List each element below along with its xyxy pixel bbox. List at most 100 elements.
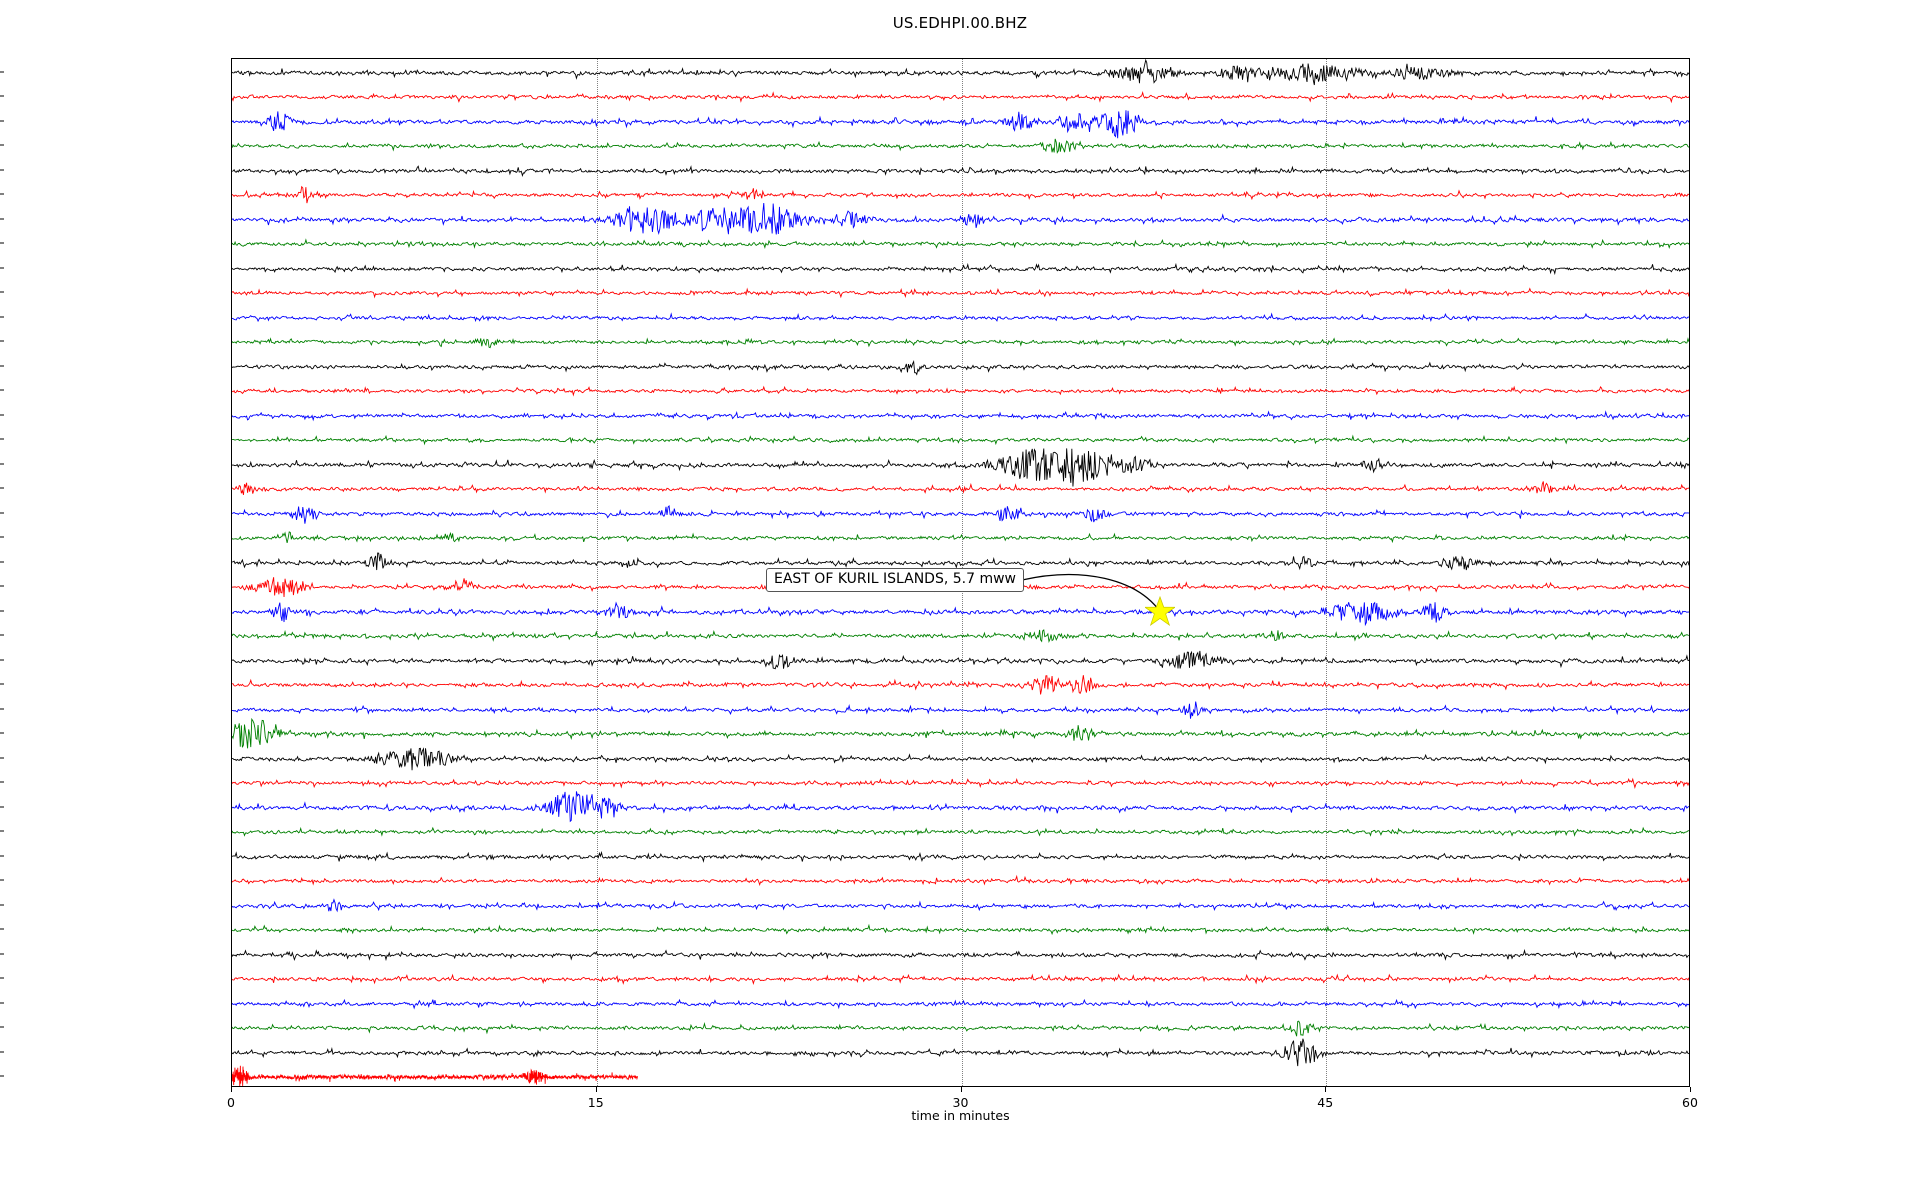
y-axis-tick-row-1 (0, 95, 4, 97)
waveform-trace-row-33 (232, 858, 1689, 904)
y-axis-tick-row-22 (0, 610, 4, 612)
y-axis-tick-row-9 (0, 291, 4, 293)
y-axis-tick-row-13 (0, 389, 4, 391)
x-axis-label-45: 45 (1317, 1095, 1334, 1110)
y-axis-tick-row-2 (0, 120, 4, 122)
y-axis-tick-row-0 (0, 71, 4, 73)
waveform-trace-row-7 (232, 221, 1689, 267)
waveform-trace-row-41 (232, 1054, 1689, 1087)
gridline-45 (1326, 59, 1328, 1086)
y-axis-tick-row-38 (0, 1002, 4, 1004)
waveform-trace-row-28 (232, 736, 1689, 782)
waveform-trace-row-5 (232, 172, 1689, 218)
y-axis-tick-row-30 (0, 806, 4, 808)
waveform-trace-row-16 (232, 442, 1689, 488)
y-axis-tick-row-6 (0, 218, 4, 220)
waveform-trace-row-18 (232, 491, 1689, 537)
x-axis-label-15: 15 (587, 1095, 604, 1110)
y-axis-tick-row-5 (0, 193, 4, 195)
waveform-trace-row-15 (232, 417, 1689, 463)
y-axis-tick-row-26 (0, 708, 4, 710)
waveform-trace-row-13 (232, 368, 1689, 414)
y-axis-tick-row-20 (0, 561, 4, 563)
earthquake-star-icon (1144, 595, 1175, 626)
x-axis-tick-45 (1325, 1087, 1327, 1092)
waveform-trace-row-25 (232, 662, 1689, 708)
waveform-trace-row-26 (232, 687, 1689, 733)
waveform-trace-row-2 (232, 99, 1689, 145)
x-axis: 0 15 30 45 60 (0, 1087, 1920, 1147)
waveform-trace-row-36 (232, 932, 1689, 978)
y-axis-tick-row-17 (0, 487, 4, 489)
waveform-trace-row-4 (232, 148, 1689, 194)
waveform-trace-row-9 (232, 270, 1689, 316)
y-axis-tick-row-34 (0, 904, 4, 906)
x-axis-tick-0 (231, 1087, 232, 1092)
page-title: US.EDHPI.00.BHZ (892, 14, 1028, 32)
y-axis-tick-row-36 (0, 953, 4, 955)
y-axis-tick-row-15 (0, 438, 4, 440)
waveform-trace-row-30 (232, 785, 1689, 831)
x-axis-title: time in minutes (911, 1108, 1010, 1123)
waveform-trace-row-23 (232, 613, 1689, 659)
y-axis-tick-row-7 (0, 242, 4, 244)
waveform-trace-row-32 (232, 834, 1689, 880)
waveform-trace-row-12 (232, 344, 1689, 390)
x-axis-tick-15 (595, 1087, 597, 1092)
y-axis-tick-row-4 (0, 169, 4, 171)
x-axis-tick-60 (1690, 1087, 1691, 1092)
waveform-trace-row-10 (232, 295, 1689, 341)
waveform-trace-row-17 (232, 466, 1689, 512)
waveform-trace-row-39 (232, 1005, 1689, 1051)
waveform-trace-row-6 (232, 197, 1689, 243)
y-axis-tick-row-35 (0, 928, 4, 930)
waveform-trace-row-20 (232, 540, 1689, 586)
waveform-trace-row-37 (232, 956, 1689, 1002)
y-axis-tick-row-32 (0, 855, 4, 857)
x-axis-label-0: 0 (227, 1095, 235, 1110)
x-axis-label-30: 30 (952, 1095, 969, 1110)
waveform-trace-row-31 (232, 809, 1689, 855)
x-axis-tick-30 (960, 1087, 962, 1092)
x-axis-label-60: 60 (1682, 1095, 1698, 1110)
y-axis-tick-row-41 (0, 1075, 4, 1077)
waveform-trace-row-40 (232, 1030, 1689, 1076)
y-axis-tick-row-16 (0, 463, 4, 465)
waveform-trace-row-34 (232, 883, 1689, 929)
waveform-trace-row-22 (232, 589, 1689, 635)
y-axis-tick-row-37 (0, 977, 4, 979)
y-axis-tick-row-19 (0, 536, 4, 538)
y-axis-tick-row-31 (0, 830, 4, 832)
y-axis-tick-row-24 (0, 659, 4, 661)
gridline-15 (596, 59, 598, 1086)
y-axis-tick-row-29 (0, 781, 4, 783)
y-axis-tick-row-25 (0, 683, 4, 685)
waveform-trace-row-29 (232, 760, 1689, 806)
y-axis-tick-row-27 (0, 732, 4, 734)
y-axis-tick-row-18 (0, 512, 4, 514)
y-axis-tick-row-33 (0, 879, 4, 881)
waveform-trace-row-3 (232, 123, 1689, 169)
y-axis-tick-row-40 (0, 1051, 4, 1053)
y-axis-tick-row-10 (0, 316, 4, 318)
waveform-trace-row-8 (232, 246, 1689, 292)
y-axis-tick-row-39 (0, 1026, 4, 1028)
y-axis-tick-row-28 (0, 757, 4, 759)
plot-area (231, 58, 1690, 1087)
waveform-trace-row-27 (232, 711, 1689, 757)
waveform-trace-row-19 (232, 515, 1689, 561)
y-axis-tick-row-3 (0, 144, 4, 146)
y-axis-tick-row-23 (0, 634, 4, 636)
event-annotation-label[interactable]: EAST OF KURIL ISLANDS, 5.7 mww (766, 568, 1024, 593)
y-axis-tick-row-21 (0, 585, 4, 587)
y-axis-tick-row-8 (0, 267, 4, 269)
waveform-trace-row-35 (232, 907, 1689, 953)
waveform-trace-row-0 (232, 58, 1689, 96)
y-axis: 00:00:0101:00:0102:00:0103:00:0104:00:01… (0, 0, 231, 1200)
waveform-traces (232, 59, 1689, 1086)
waveform-trace-row-11 (232, 319, 1689, 365)
waveform-trace-row-14 (232, 393, 1689, 439)
y-axis-tick-row-14 (0, 414, 4, 416)
waveform-trace-row-24 (232, 638, 1689, 684)
